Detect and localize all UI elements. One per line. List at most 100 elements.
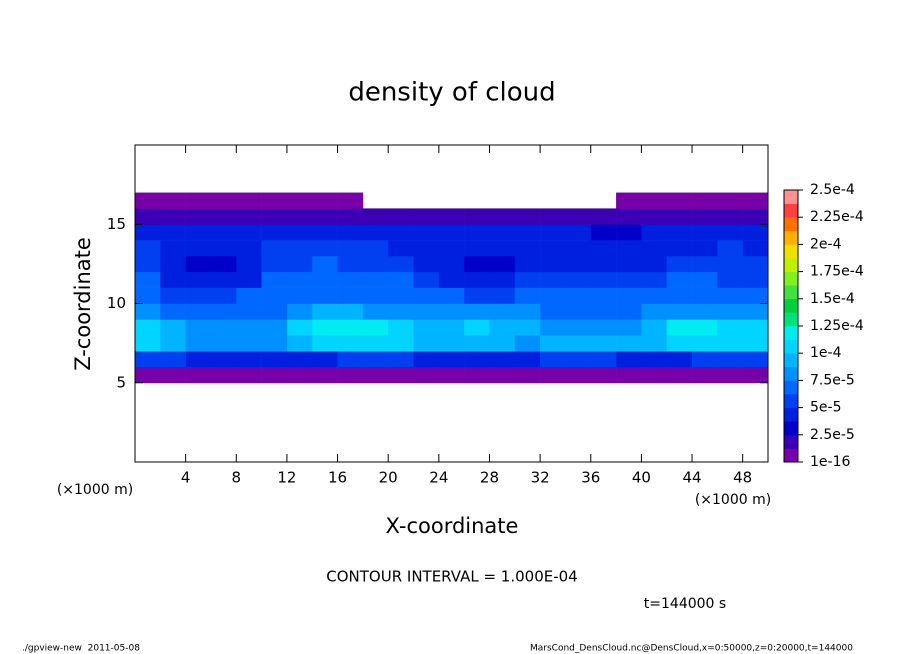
heatmap-cell [565, 351, 592, 368]
heatmap-cell [692, 319, 718, 336]
heatmap-cell [337, 208, 364, 225]
heatmap-cell [261, 351, 288, 368]
heatmap-cell [641, 192, 668, 209]
heatmap-cell [312, 287, 338, 304]
heatmap-cell [337, 255, 364, 273]
heatmap-cell [135, 335, 161, 352]
heatmap-cell [616, 303, 642, 320]
heatmap-cell [742, 224, 769, 241]
chart-title: density of cloud [348, 78, 555, 108]
heatmap-cell [413, 271, 440, 288]
colorbar-swatch [784, 285, 798, 300]
heatmap-cell [413, 255, 440, 273]
heatmap-cell [641, 224, 668, 241]
heatmap-cell [692, 303, 718, 320]
heatmap-cell [160, 255, 186, 273]
heatmap-cell [388, 208, 414, 225]
x-tick-label: 32 [531, 469, 550, 487]
heatmap-cell [210, 303, 237, 320]
heatmap-cell [337, 192, 364, 209]
heatmap-cell [464, 240, 490, 257]
heatmap-cell [286, 366, 313, 384]
heatmap-cell [666, 208, 693, 225]
heatmap-cell [135, 366, 161, 384]
heatmap-cell [362, 351, 389, 368]
footer-left: ./gpview-new 2011-05-08 [22, 644, 140, 654]
heatmap-cell [388, 224, 414, 241]
heatmap-cell [312, 208, 338, 225]
y-axis-label: Z-coordinate [71, 237, 95, 371]
heatmap-cell [590, 335, 617, 352]
x-tick-label: 4 [181, 469, 191, 487]
heatmap-cell [185, 335, 212, 352]
heatmap-cell [135, 303, 161, 320]
heatmap-cell [717, 351, 743, 368]
heatmap-cell [514, 224, 541, 241]
colorbar-tick-label: 1e-16 [810, 454, 850, 470]
heatmap-cell [540, 271, 566, 288]
heatmap-cell [413, 240, 440, 257]
heatmap-cell [286, 192, 313, 209]
heatmap-cell [489, 366, 516, 384]
heatmap-cell [210, 335, 237, 352]
heatmap-cell [236, 351, 262, 368]
colorbar-swatch [784, 190, 798, 204]
heatmap-cell [666, 192, 693, 209]
heatmap-cell [185, 255, 212, 273]
heatmap-cell [286, 287, 313, 304]
colorbar-swatch [784, 258, 798, 272]
heatmap-cell [742, 366, 769, 384]
colorbar-swatch [784, 421, 798, 436]
heatmap-cell [590, 255, 617, 273]
heatmap-cell [464, 303, 490, 320]
heatmap-cell [641, 208, 668, 225]
heatmap-cell [692, 255, 718, 273]
heatmap-cell [236, 192, 262, 209]
colorbar-tick-label: 1e-4 [810, 345, 842, 361]
colorbar-tick-label: 1.75e-4 [810, 264, 864, 280]
heatmap-cell [312, 271, 338, 288]
x-tick-label: 8 [232, 469, 242, 487]
colorbar-swatch [784, 298, 798, 313]
heatmap-cell [540, 319, 566, 336]
heatmap-cell [438, 255, 465, 273]
heatmap-cell [742, 240, 769, 257]
y-tick-label: 15 [107, 215, 126, 233]
heatmap-cell [692, 271, 718, 288]
heatmap-cell [717, 240, 743, 257]
heatmap-cell [337, 271, 364, 288]
heatmap-cell [717, 366, 743, 384]
heatmap-cell [135, 208, 161, 225]
heatmap-cell [236, 287, 262, 304]
heatmap-cell [514, 303, 541, 320]
heatmap-cell [160, 224, 186, 241]
heatmap-cell [742, 255, 769, 273]
heatmap-cell [692, 335, 718, 352]
heatmap-cell [210, 319, 237, 336]
heatmap-cell [464, 255, 490, 273]
colorbar-swatch [784, 394, 798, 408]
heatmap-cell [616, 255, 642, 273]
heatmap-cell [362, 208, 389, 225]
heatmap-cell [489, 255, 516, 273]
colorbar-swatch [784, 312, 798, 327]
heatmap-cell [160, 303, 186, 320]
heatmap-cell [717, 224, 743, 241]
heatmap-cell [210, 192, 237, 209]
colorbar-swatch [784, 407, 798, 422]
colorbar-swatch [784, 203, 798, 218]
colorbar-swatch [784, 339, 798, 354]
heatmap-cell [540, 287, 566, 304]
heatmap-cell [135, 240, 161, 257]
heatmap-cell [236, 240, 262, 257]
heatmap-cell [616, 335, 642, 352]
heatmap-cell [742, 319, 769, 336]
heatmap-cell [540, 303, 566, 320]
heatmap-cell [464, 287, 490, 304]
heatmap-cell [261, 366, 288, 384]
heatmap-cell [362, 366, 389, 384]
heatmap-cell [641, 255, 668, 273]
heatmap-cell [362, 271, 389, 288]
colorbar-tick-label: 5e-5 [810, 400, 841, 416]
heatmap-cell [742, 303, 769, 320]
